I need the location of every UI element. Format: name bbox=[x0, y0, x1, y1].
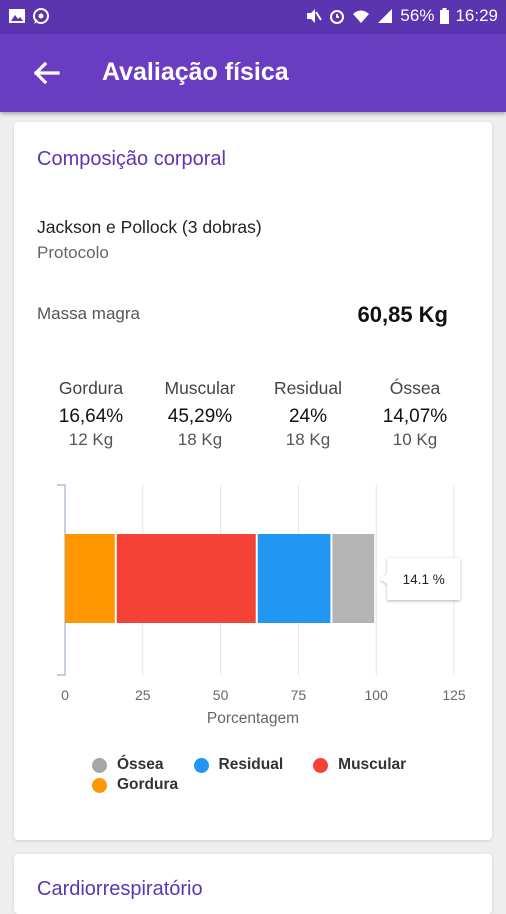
body-composition-card: Composição corporal Jackson e Pollock (3… bbox=[14, 122, 492, 840]
component-bone: Óssea 14,07% 10 Kg bbox=[359, 378, 471, 450]
component-kg: 18 Kg bbox=[285, 430, 331, 449]
back-arrow-icon[interactable] bbox=[30, 56, 64, 90]
y-axis-line bbox=[57, 484, 66, 676]
legend-dot bbox=[92, 777, 107, 793]
component-fat: Gordura 16,64% 12 Kg bbox=[35, 378, 147, 450]
component-label: Óssea bbox=[389, 378, 441, 398]
gallery-icon bbox=[9, 9, 25, 23]
x-axis-title: Porcentagem bbox=[206, 710, 300, 727]
chart-tooltip: 14.1 % bbox=[380, 558, 461, 600]
x-tick-label: 50 bbox=[213, 687, 229, 703]
tooltip-text: 14.1 % bbox=[403, 572, 445, 587]
protocol-label: Protocolo bbox=[37, 243, 109, 262]
page-title: Avaliação física bbox=[102, 58, 289, 86]
cardio-card: Cardiorrespiratório bbox=[14, 854, 492, 914]
x-tick-label: 0 bbox=[61, 687, 69, 703]
component-percent: 14,07% bbox=[382, 406, 448, 427]
app-bar: Avaliação física bbox=[0, 34, 506, 112]
component-residual: Residual 24% 18 Kg bbox=[252, 378, 364, 450]
x-tick-label: 25 bbox=[135, 687, 151, 703]
section-title: Composição corporal bbox=[37, 148, 226, 170]
x-tick-label: 100 bbox=[365, 687, 389, 703]
bar-segment[interactable] bbox=[116, 534, 256, 623]
component-percent: 24% bbox=[288, 406, 328, 427]
legend-item-muscle[interactable]: Muscular bbox=[313, 756, 406, 774]
composition-chart[interactable]: 0 25 50 75 100 125 14.1 % bbox=[14, 122, 492, 722]
lean-mass-value: 60,85 Kg bbox=[357, 302, 449, 327]
x-tick-label: 125 bbox=[442, 687, 466, 703]
component-muscle: Muscular 45,29% 18 Kg bbox=[144, 378, 256, 450]
component-kg: 12 Kg bbox=[68, 430, 114, 449]
legend-dot bbox=[92, 757, 107, 773]
chart-legend: Óssea Residual Muscular bbox=[92, 756, 406, 774]
mute-icon bbox=[307, 9, 323, 23]
legend-item-residual[interactable]: Residual bbox=[193, 756, 284, 774]
component-kg: 10 Kg bbox=[392, 430, 438, 449]
battery-percent: 56% bbox=[400, 6, 435, 25]
legend-dot bbox=[193, 757, 209, 773]
component-percent: 16,64% bbox=[58, 406, 124, 427]
chart-legend-row-2: Gordura bbox=[92, 776, 178, 794]
legend-label: Residual bbox=[218, 756, 284, 773]
alarm-icon bbox=[330, 10, 345, 24]
legend-label: Óssea bbox=[117, 756, 164, 773]
component-label: Residual bbox=[273, 378, 343, 398]
wifi-icon bbox=[353, 10, 370, 23]
battery-icon bbox=[440, 8, 450, 24]
lean-mass-label: Massa magra bbox=[37, 304, 140, 323]
status-bar: 56% 16:29 bbox=[0, 0, 506, 34]
whatsapp-icon bbox=[33, 8, 49, 24]
protocol-name: Jackson e Pollock (3 dobras) bbox=[37, 217, 262, 237]
bar-segment[interactable] bbox=[332, 534, 375, 623]
component-label: Gordura bbox=[58, 378, 124, 398]
x-tick-label: 75 bbox=[291, 687, 307, 703]
bar-segment[interactable] bbox=[257, 534, 331, 623]
component-label: Muscular bbox=[164, 378, 236, 398]
signal-icon bbox=[378, 9, 393, 23]
tooltip-box bbox=[380, 558, 461, 600]
section-title: Cardiorrespiratório bbox=[37, 878, 203, 900]
bar-segment[interactable] bbox=[65, 534, 115, 623]
component-percent: 45,29% bbox=[167, 406, 233, 427]
legend-item-fat[interactable]: Gordura bbox=[92, 776, 178, 794]
clock: 16:29 bbox=[455, 6, 498, 25]
component-kg: 18 Kg bbox=[177, 430, 223, 449]
legend-label: Gordura bbox=[117, 776, 179, 793]
legend-item-bone[interactable]: Óssea bbox=[92, 756, 164, 774]
legend-dot bbox=[313, 757, 329, 773]
legend-label: Muscular bbox=[338, 756, 407, 773]
